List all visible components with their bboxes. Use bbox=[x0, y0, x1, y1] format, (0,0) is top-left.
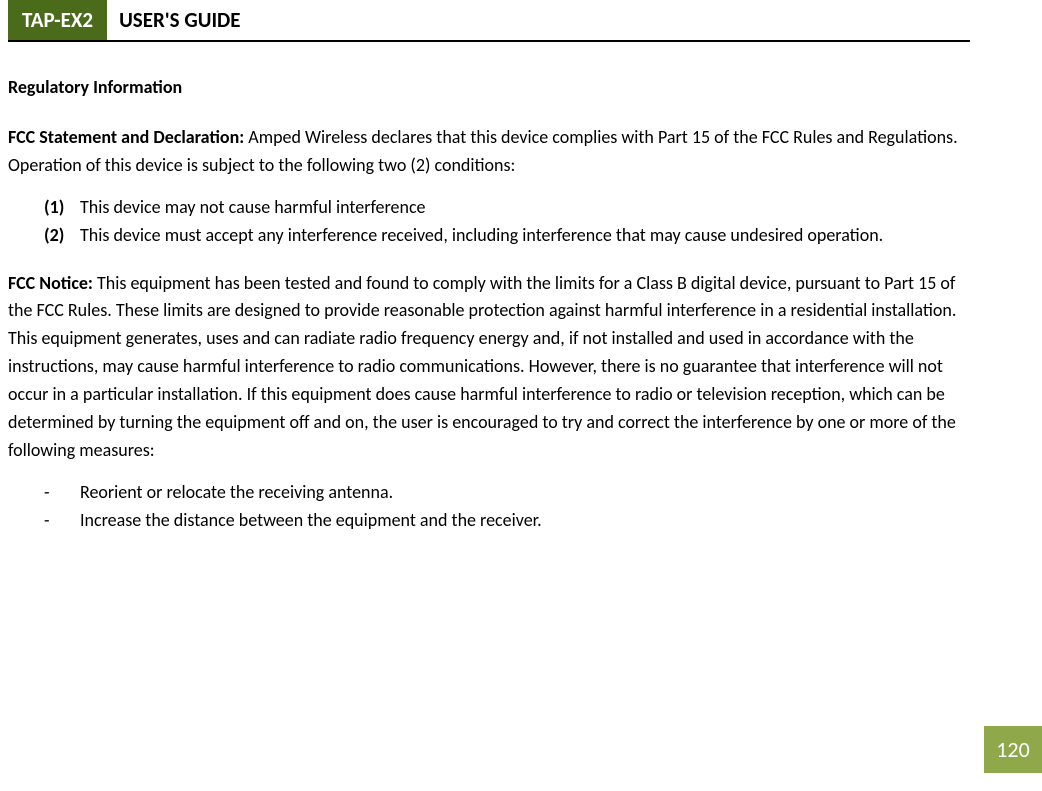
product-badge: TAP-EX2 bbox=[8, 0, 107, 40]
list-text: Increase the distance between the equipm… bbox=[80, 509, 542, 531]
list-text: Reorient or relocate the receiving anten… bbox=[80, 481, 393, 503]
list-marker: (2) bbox=[44, 222, 64, 250]
document-title: USER'S GUIDE bbox=[119, 7, 240, 33]
list-item: (1) This device may not cause harmful in… bbox=[44, 194, 960, 222]
page-content: Regulatory Information FCC Statement and… bbox=[0, 42, 960, 535]
fcc-notice-label: FCC Notice: bbox=[8, 272, 97, 294]
list-marker: - bbox=[44, 479, 50, 507]
list-marker: - bbox=[44, 507, 50, 535]
measures-list: - Reorient or relocate the receiving ant… bbox=[8, 479, 960, 535]
list-item: - Reorient or relocate the receiving ant… bbox=[44, 479, 960, 507]
fcc-statement-label: FCC Statement and Declaration: bbox=[8, 126, 248, 148]
list-marker: (1) bbox=[44, 194, 64, 222]
fcc-notice-text: This equipment has been tested and found… bbox=[8, 272, 956, 461]
fcc-notice-paragraph: FCC Notice: This equipment has been test… bbox=[8, 270, 960, 465]
fcc-statement-paragraph: FCC Statement and Declaration: Amped Wir… bbox=[8, 124, 960, 180]
document-header: TAP-EX2 USER'S GUIDE bbox=[8, 0, 970, 42]
list-item: - Increase the distance between the equi… bbox=[44, 507, 960, 535]
list-text: This device may not cause harmful interf… bbox=[80, 196, 426, 218]
list-item: (2) This device must accept any interfer… bbox=[44, 222, 960, 250]
list-text: This device must accept any interference… bbox=[80, 224, 883, 246]
section-heading: Regulatory Information bbox=[8, 76, 960, 98]
page-number-badge: 120 bbox=[984, 726, 1042, 773]
conditions-list: (1) This device may not cause harmful in… bbox=[8, 194, 960, 250]
